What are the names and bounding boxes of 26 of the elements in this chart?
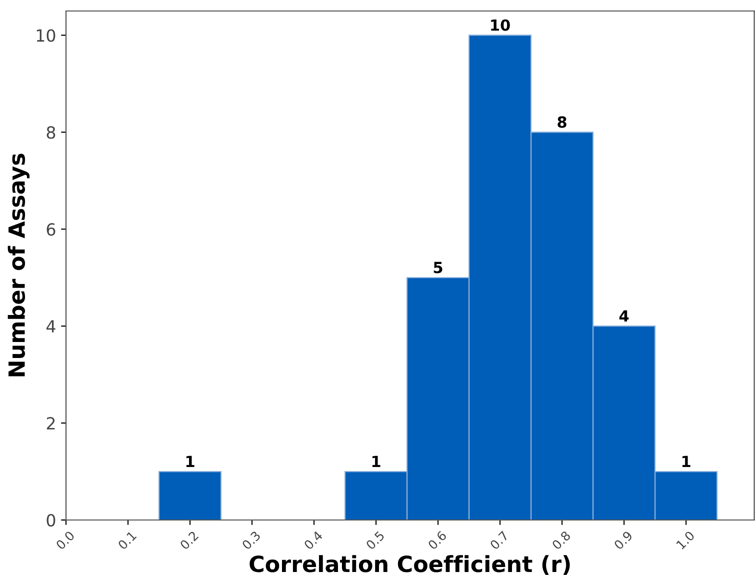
x-tick-label: 0.3 xyxy=(241,530,261,550)
x-tick-label: 1.0 xyxy=(676,530,696,550)
x-tick-label: 0.5 xyxy=(365,530,385,550)
x-axis-title: Correlation Coefficient (r) xyxy=(250,555,570,575)
data-label: 1 xyxy=(186,456,194,467)
x-tick-label: 0.9 xyxy=(613,530,634,550)
y-tick-label: 8 xyxy=(46,126,56,139)
x-tick-label: 0.7 xyxy=(489,530,509,550)
data-label: 10 xyxy=(491,19,510,31)
data-label: 1 xyxy=(372,456,380,467)
x-tick-label: 0.4 xyxy=(303,530,324,550)
y-axis-title: Number of Assays xyxy=(8,154,30,376)
x-tick-label: 0.1 xyxy=(117,530,137,550)
x-tick-label: 0.6 xyxy=(427,530,448,550)
x-tick-label: 0.2 xyxy=(179,530,199,550)
data-label: 5 xyxy=(434,262,442,274)
y-tick-label: 10 xyxy=(36,29,56,42)
x-tick-label: 0.0 xyxy=(55,530,76,550)
y-tick-label: 4 xyxy=(46,320,56,332)
data-label: 1 xyxy=(682,456,690,467)
data-label: 4 xyxy=(619,310,629,322)
data-label: 8 xyxy=(558,116,566,128)
y-tick-label: 6 xyxy=(46,223,56,236)
y-tick-label: 0 xyxy=(46,514,56,527)
x-tick-label: 0.8 xyxy=(551,530,572,550)
y-tick-label: 2 xyxy=(46,417,55,430)
